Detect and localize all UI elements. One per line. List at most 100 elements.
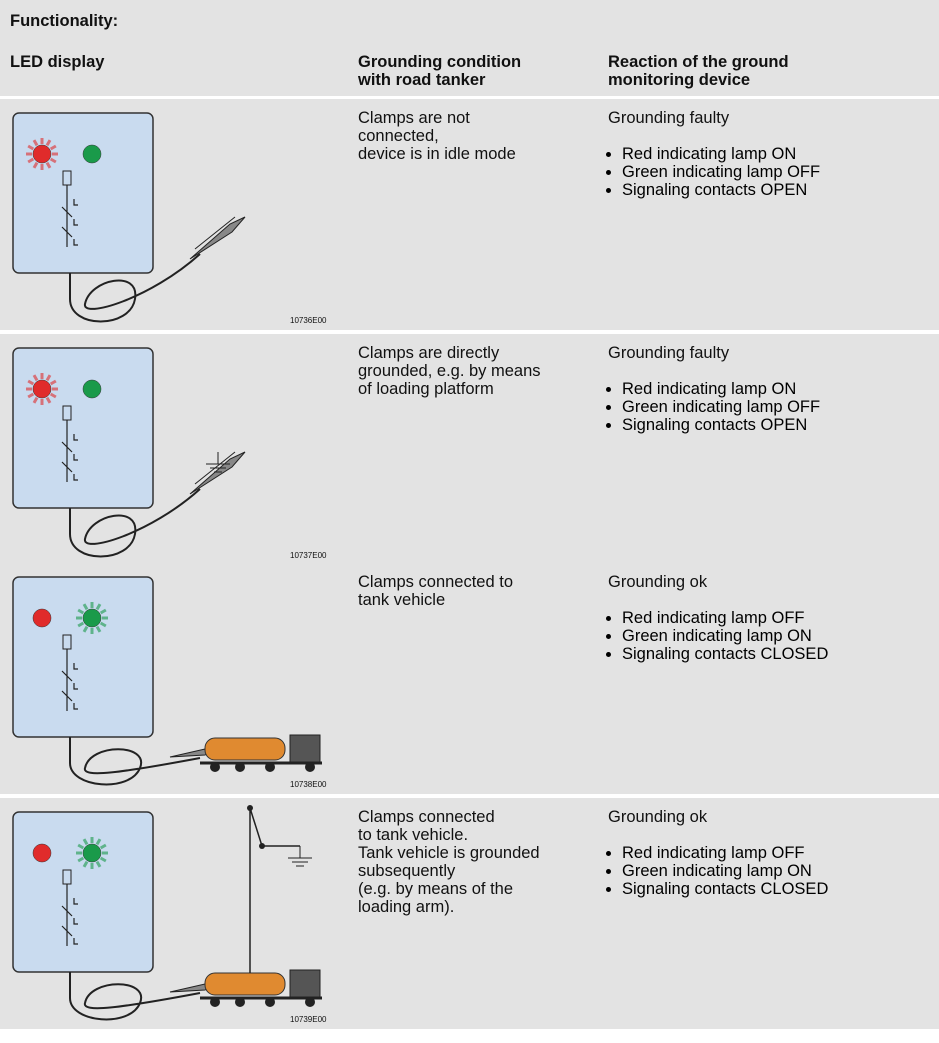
led-glow bbox=[27, 157, 35, 164]
row-band bbox=[0, 798, 939, 1029]
bullet-list: Red indicating lamp ONGreen indicating l… bbox=[608, 145, 820, 199]
image-code: 10738E00 bbox=[290, 780, 327, 789]
bullet: Red indicating lamp ON bbox=[622, 380, 820, 398]
led-glow bbox=[45, 396, 52, 404]
led bbox=[32, 144, 52, 164]
bullet: Signaling contacts CLOSED bbox=[622, 880, 828, 898]
bullet: Red indicating lamp OFF bbox=[622, 844, 828, 862]
condition: Clamps are directly grounded, e.g. by me… bbox=[358, 344, 541, 398]
wheel bbox=[265, 762, 275, 772]
loading-arm bbox=[249, 806, 300, 973]
led-glow bbox=[32, 139, 39, 147]
column-header: LED display bbox=[10, 53, 105, 71]
led-glow bbox=[99, 621, 107, 628]
wheel bbox=[210, 997, 220, 1007]
illustration bbox=[12, 805, 322, 1021]
device-box bbox=[12, 112, 154, 274]
led-glow bbox=[77, 856, 85, 863]
header-band bbox=[0, 0, 939, 96]
cable bbox=[69, 253, 201, 323]
bullet: Green indicating lamp OFF bbox=[622, 398, 820, 416]
tanker bbox=[204, 972, 286, 996]
bullet: Red indicating lamp OFF bbox=[622, 609, 828, 627]
row-band bbox=[0, 563, 939, 794]
row-band bbox=[0, 99, 939, 330]
led-glow bbox=[82, 838, 89, 846]
led-glow bbox=[82, 625, 89, 633]
condition: Clamps connected to tank vehicle. Tank v… bbox=[358, 808, 540, 916]
led-glow bbox=[82, 860, 89, 868]
led-glow bbox=[99, 843, 107, 850]
cable bbox=[69, 737, 201, 786]
led-glow bbox=[45, 161, 52, 169]
device-box bbox=[12, 576, 154, 738]
led-glow bbox=[99, 856, 107, 863]
led-glow bbox=[77, 621, 85, 628]
led-glow bbox=[49, 144, 57, 151]
bullet-list: Red indicating lamp OFFGreen indicating … bbox=[608, 844, 828, 898]
contacts bbox=[61, 420, 78, 482]
wheel bbox=[210, 762, 220, 772]
device-box bbox=[12, 811, 154, 973]
led bbox=[32, 379, 52, 399]
led-glow bbox=[45, 139, 52, 147]
led-glow bbox=[49, 379, 57, 386]
wheel bbox=[235, 997, 245, 1007]
image-code: 10736E00 bbox=[290, 316, 327, 325]
led-glow bbox=[27, 392, 35, 399]
led-glow bbox=[27, 144, 35, 151]
row-band bbox=[0, 334, 939, 565]
led bbox=[32, 608, 52, 628]
ground-symbol bbox=[288, 846, 312, 867]
led-glow bbox=[95, 625, 102, 633]
led-glow bbox=[32, 396, 39, 404]
ground-symbol bbox=[206, 452, 230, 473]
led-glow bbox=[77, 608, 85, 615]
bullet-list: Red indicating lamp OFFGreen indicating … bbox=[608, 609, 828, 663]
condition: Clamps are not connected, device is in i… bbox=[358, 109, 516, 163]
led-glow bbox=[27, 379, 35, 386]
joint bbox=[259, 843, 265, 849]
wheel bbox=[305, 997, 315, 1007]
bullet: Signaling contacts OPEN bbox=[622, 181, 820, 199]
led-glow bbox=[32, 161, 39, 169]
wheel bbox=[305, 762, 315, 772]
led-glow bbox=[49, 392, 57, 399]
truck-cab bbox=[289, 969, 321, 999]
led-glow bbox=[95, 603, 102, 611]
wheel bbox=[265, 997, 275, 1007]
cable bbox=[69, 972, 201, 1021]
led-glow bbox=[32, 374, 39, 382]
led-glow bbox=[82, 603, 89, 611]
column-header: Grounding condition with road tanker bbox=[358, 53, 522, 89]
bullet: Green indicating lamp OFF bbox=[622, 163, 820, 181]
led-glow bbox=[45, 374, 52, 382]
led-glow bbox=[99, 608, 107, 615]
reaction: Grounding faulty bbox=[608, 109, 730, 127]
truck-cab bbox=[289, 734, 321, 764]
tanker bbox=[204, 737, 286, 761]
led bbox=[82, 379, 102, 399]
column-header: Reaction of the ground monitoring device bbox=[608, 53, 789, 89]
condition: Clamps connected to tank vehicle bbox=[358, 573, 514, 609]
led bbox=[32, 843, 52, 863]
illustration bbox=[12, 112, 246, 323]
device-box bbox=[12, 347, 154, 509]
led-glow bbox=[95, 838, 102, 846]
image-code: 10739E00 bbox=[290, 1015, 327, 1024]
cable bbox=[69, 488, 201, 558]
reaction: Grounding ok bbox=[608, 573, 708, 591]
illustration bbox=[12, 576, 322, 786]
bullet: Signaling contacts CLOSED bbox=[622, 645, 828, 663]
reaction: Grounding faulty bbox=[608, 344, 730, 362]
contacts bbox=[61, 884, 78, 946]
led-glow bbox=[95, 860, 102, 868]
reaction: Grounding ok bbox=[608, 808, 708, 826]
led bbox=[82, 843, 102, 863]
bullet-list: Red indicating lamp ONGreen indicating l… bbox=[608, 380, 820, 434]
led-glow bbox=[49, 157, 57, 164]
led bbox=[82, 144, 102, 164]
led-glow bbox=[77, 843, 85, 850]
clamp bbox=[189, 216, 246, 260]
